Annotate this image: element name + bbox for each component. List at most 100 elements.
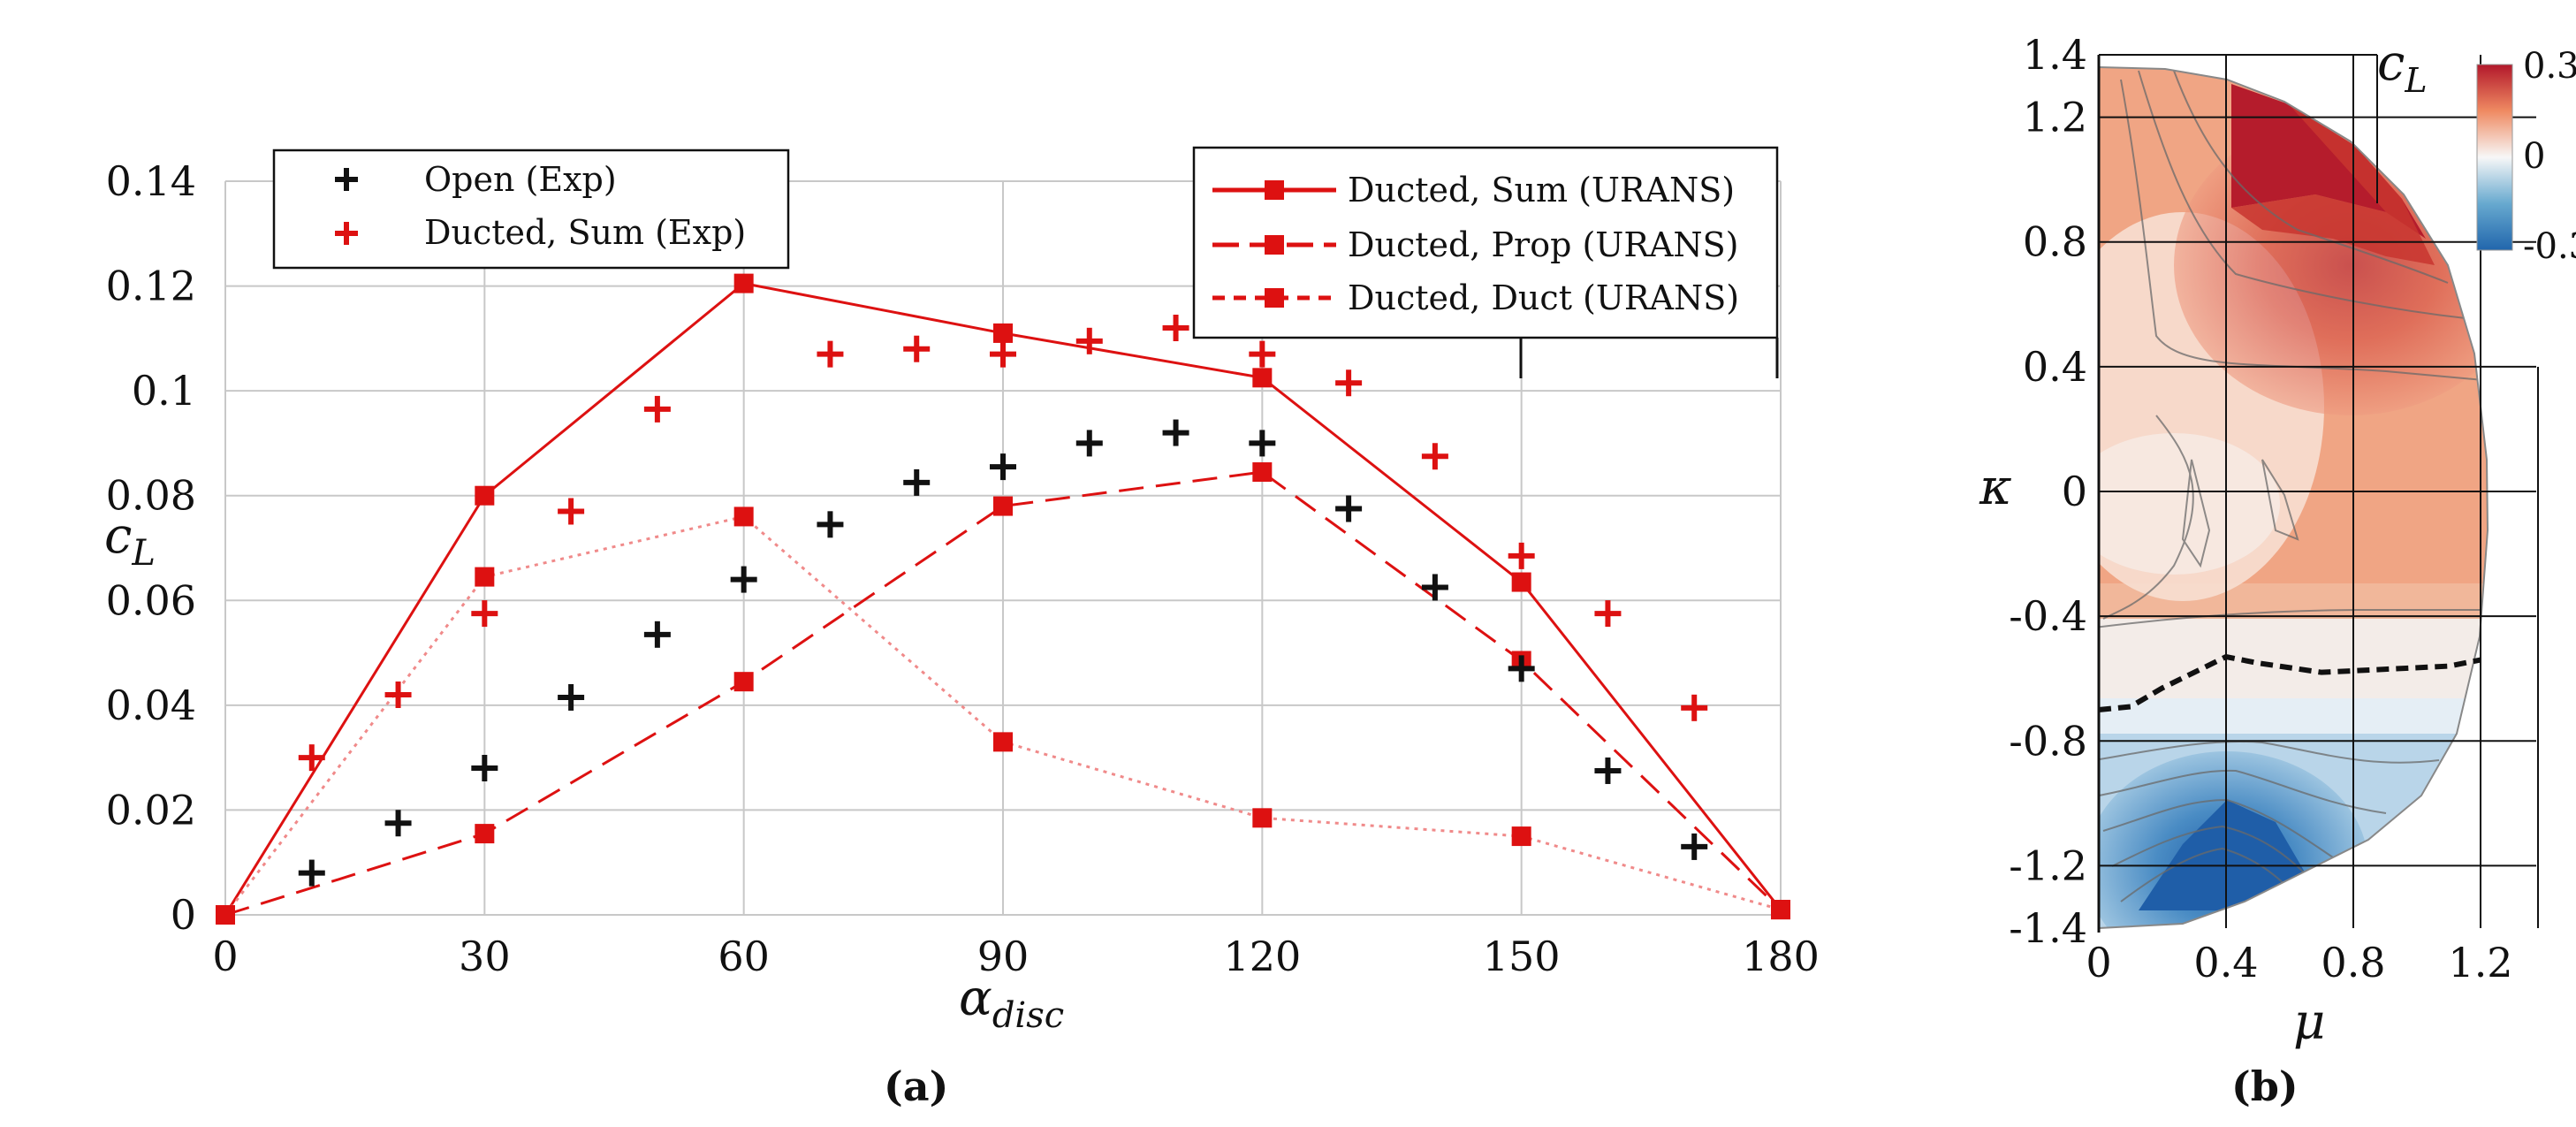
plus-marker [1508,542,1535,569]
y-tick-label: 0.8 [2023,218,2087,266]
legend-line-samples [1212,180,1336,308]
legend-label-ducted-prop-urans: Ducted, Prop (URANS) [1348,225,1739,264]
y-tick-label: 0.08 [106,472,196,520]
square-marker [475,485,495,506]
plus-marker [384,682,412,708]
y-tick-label: 0.06 [106,576,196,624]
panel-a-y-axis-label: cL [104,507,156,574]
square-marker [216,905,235,925]
x-tick-label: 0 [212,933,238,980]
legend-square-marker [1265,180,1284,200]
square-marker [733,672,754,692]
plus-marker [1681,694,1708,721]
colorbar [2476,64,2513,251]
square-marker [1252,368,1273,388]
y-tick-label: 0.02 [106,786,196,834]
square-marker [993,496,1013,516]
plus-marker [730,566,757,593]
legend-square-marker [1265,235,1284,255]
legend-label-ducted-duct-urans: Ducted, Duct (URANS) [1348,278,1739,317]
plus-marker [1421,443,1448,470]
y-tick-label: 0.4 [2023,343,2087,391]
panel-b-title: cL [2377,34,2428,100]
y-tick-label: 0.12 [106,263,196,310]
plus-marker [817,340,844,368]
zero-contour-path [2098,653,2481,712]
plus-marker [817,511,844,538]
plus-marker [1162,315,1189,341]
square-marker [1511,826,1531,847]
plus-marker [558,498,585,525]
plus-marker [903,468,931,496]
plus-marker [1075,430,1103,457]
x-tick-label: 30 [459,933,511,980]
panel-b-y-axis-label: κ [1979,459,2012,516]
panel-a-tick-labels: 0 30 60 90 120 150 180 0 0.02 0.04 0.06 0.08 0.1 0.12… [106,157,1820,980]
panel-a-line-markers [216,273,1790,925]
legend-square-marker [1265,288,1284,308]
square-marker [1511,572,1531,592]
plus-marker [1249,340,1276,368]
y-tick-label: -1.2 [2009,841,2087,889]
x-tick-label: 0.8 [2321,939,2385,986]
plus-marker [1335,369,1363,397]
y-tick-label: -1.4 [2009,904,2087,952]
contour-boundary [2098,66,2489,929]
legend-urans: Ducted, Sum (URANS) Ducted, Prop (URANS)… [1192,146,1779,378]
square-marker [475,567,495,587]
plus-marker [1249,430,1276,457]
legend-label-ducted-sum-exp: Ducted, Sum (Exp) [424,213,746,252]
panel-b-grid [2097,54,2539,933]
y-tick-label: 0.04 [106,682,196,729]
panel-a-line-chart: 0 30 60 90 120 150 180 0 0.02 0.04 0.06 0.08 0.1 0.12… [104,146,1820,1110]
x-tick-label: 180 [1742,933,1820,980]
y-tick-label: 1.2 [2023,94,2087,141]
plus-marker [903,335,931,362]
plus-marker [643,621,671,648]
plus-marker [643,395,671,423]
y-tick-label: 0.14 [106,157,196,205]
square-marker [733,273,754,293]
x-tick-label: 60 [718,933,770,980]
plus-marker [298,744,325,772]
colorbar-label-zero: 0 [2523,136,2545,177]
panel-b-contour-plot: 1.41.20.80.40-0.4-0.8-1.2-1.40 0.4 0.8 1.2 … [1979,31,2576,1110]
square-marker [993,323,1013,343]
caption-b: (b) [2231,1062,2299,1110]
plus-marker [558,683,585,711]
plus-marker [1508,655,1535,682]
x-tick-label: 90 [977,933,1030,980]
legend-label-ducted-sum-urans: Ducted, Sum (URANS) [1348,171,1735,209]
contour-field [2099,67,2488,928]
plus-marker [1162,419,1189,446]
panel-a-x-axis-label: αdisc [959,970,1064,1036]
panel-b-tick-labels: 1.41.20.80.40-0.4-0.8-1.2-1.40 0.4 0.8 1.2 [2009,31,2512,986]
square-marker [1252,808,1273,828]
plus-marker [335,222,358,245]
plus-marker [335,168,358,191]
y-tick-label: 0 [2062,468,2087,515]
plus-marker [1594,600,1622,628]
panel-a-scatter-points [298,315,1708,887]
x-tick-label: 1.2 [2448,939,2512,986]
legend-experiment: Open (Exp) Ducted, Sum (Exp) [272,148,790,270]
legend-marker-open-exp [335,168,358,191]
square-marker [475,824,495,844]
plus-marker [1681,833,1708,860]
y-tick-label: -0.8 [2009,717,2087,765]
x-tick-label: 150 [1483,933,1561,980]
plus-marker [471,600,498,628]
square-marker [993,732,1013,752]
caption-a: (a) [884,1062,948,1110]
plus-marker [471,755,498,781]
square-marker [733,506,754,527]
y-tick-label: 1.4 [2023,31,2087,79]
plus-marker [990,453,1016,481]
x-tick-label: 0.4 [2193,939,2258,986]
x-tick-label: 120 [1223,933,1301,980]
plus-marker [384,810,412,837]
colorbar-label-min: -0.3 [2523,226,2576,267]
plus-marker [298,859,325,887]
panel-b-x-axis-label: μ [2293,994,2325,1051]
